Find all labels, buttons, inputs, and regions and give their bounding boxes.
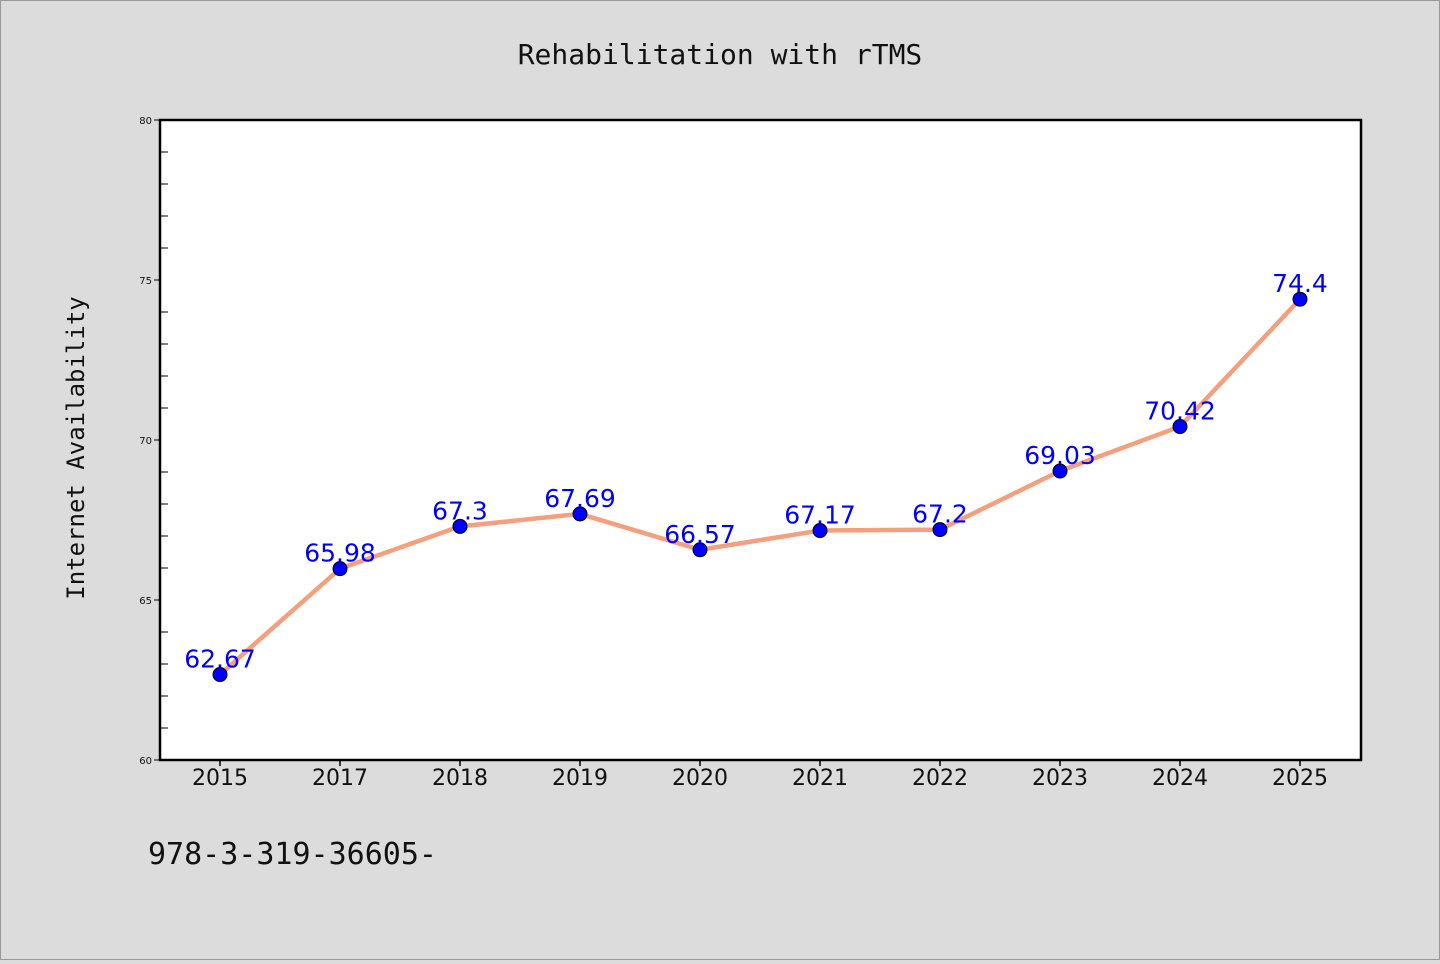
- data-point: [332, 561, 348, 577]
- data-point: [1292, 291, 1308, 307]
- y-tick-label: 70: [139, 436, 152, 447]
- x-tick-label: 2018: [432, 766, 488, 791]
- x-tick-label: 2023: [1032, 766, 1088, 791]
- data-label: 66.57: [664, 520, 736, 549]
- x-tick-label: 2020: [672, 766, 728, 791]
- data-label: 65.98: [304, 539, 376, 568]
- x-tick-label: 2022: [912, 766, 968, 791]
- y-tick-label: 80: [139, 116, 152, 127]
- data-label: 67.3: [432, 496, 488, 525]
- chart-title: Rehabilitation with rTMS: [518, 38, 923, 71]
- y-tick-label: 65: [139, 596, 152, 607]
- data-point: [932, 522, 948, 538]
- series-line: [217, 296, 1303, 677]
- data-label: 62.67: [184, 645, 256, 674]
- data-label: 69.03: [1024, 441, 1096, 470]
- footnote: 978-3-319-36605-: [148, 837, 437, 872]
- data-point: [212, 667, 228, 683]
- x-tick-label: 2025: [1272, 766, 1328, 791]
- x-tick-label: 2015: [192, 766, 248, 791]
- data-label: 67.17: [784, 501, 856, 530]
- data-label: 67.2: [912, 500, 968, 529]
- x-tick-label: 2021: [792, 766, 848, 791]
- data-point: [1052, 463, 1068, 479]
- data-point: [572, 506, 588, 522]
- x-tick-label: 2024: [1152, 766, 1208, 791]
- data-point: [452, 518, 468, 534]
- y-tick-label: 75: [139, 276, 152, 287]
- series-layer: 62.67 65.98 67.3 67.69 66.57 67.17 67.2 69.03 70…: [184, 269, 1328, 683]
- y-axis: 60 65 70 75 80: [139, 116, 168, 767]
- y-tick-label: 60: [139, 756, 152, 767]
- y-axis-title: Internet Availability: [62, 296, 90, 599]
- data-label: 70.42: [1144, 397, 1216, 426]
- data-point: [692, 542, 708, 558]
- x-tick-label: 2019: [552, 766, 608, 791]
- x-axis: 2015 2017 2018 2019 2020 2021 2022 2023 2024 2025: [192, 760, 1328, 791]
- data-label: 67.69: [544, 484, 616, 513]
- x-tick-label: 2017: [312, 766, 368, 791]
- data-point: [812, 523, 828, 539]
- data-point: [1172, 419, 1188, 435]
- data-label: 74.4: [1272, 269, 1328, 298]
- plot-area: [158, 118, 1363, 762]
